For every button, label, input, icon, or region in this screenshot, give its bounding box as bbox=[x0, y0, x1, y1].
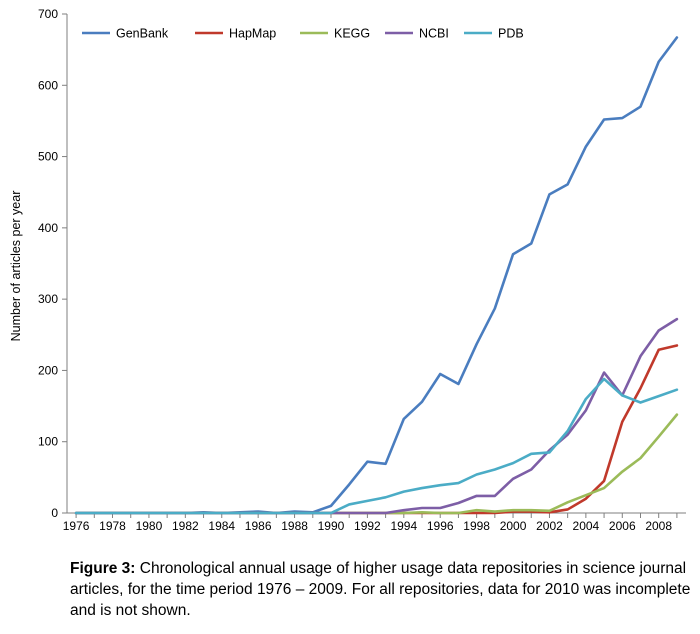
x-tick-label: 1984 bbox=[208, 519, 235, 533]
legend-label-kegg: KEGG bbox=[334, 27, 370, 41]
caption-label: Figure 3: bbox=[70, 560, 136, 577]
x-axis-ticks: 1976 1978 1980 1982 1984 1986 1988 1990 1992 1994… bbox=[63, 513, 678, 533]
y-tick-label: 0 bbox=[51, 506, 58, 520]
caption-text: Chronological annual usage of higher usa… bbox=[70, 560, 691, 619]
x-tick-label: 2000 bbox=[500, 519, 527, 533]
legend-label-ncbi: NCBI bbox=[419, 27, 449, 41]
x-tick-label: 1996 bbox=[427, 519, 454, 533]
x-tick-label: 1988 bbox=[281, 519, 308, 533]
series-line-ncbi bbox=[74, 317, 679, 515]
series-line-pdb bbox=[74, 377, 679, 515]
chart-legend: GenBank HapMap KEGG NCBI PDB bbox=[82, 27, 524, 41]
x-tick-label: 1994 bbox=[390, 519, 417, 533]
x-tick-label: 1982 bbox=[172, 519, 199, 533]
y-tick-label: 400 bbox=[38, 221, 58, 235]
x-tick-label: 1978 bbox=[99, 519, 126, 533]
x-tick-label: 2008 bbox=[645, 519, 672, 533]
series-line-genbank bbox=[74, 36, 679, 515]
y-tick-label: 600 bbox=[38, 78, 58, 92]
series-line-hapmap bbox=[74, 344, 679, 515]
chart-axes bbox=[66, 14, 686, 514]
y-tick-label: 100 bbox=[38, 435, 58, 449]
x-tick-label: 1990 bbox=[318, 519, 345, 533]
y-tick-label: 300 bbox=[38, 292, 58, 306]
legend-label-hapmap: HapMap bbox=[229, 27, 276, 41]
x-tick-label: 2006 bbox=[609, 519, 636, 533]
series-lines bbox=[74, 36, 679, 515]
y-tick-label: 700 bbox=[38, 7, 58, 21]
x-tick-label: 1976 bbox=[63, 519, 90, 533]
y-axis-label: Number of articles per year bbox=[9, 191, 23, 342]
x-tick-label: 1986 bbox=[245, 519, 272, 533]
x-tick-label: 2002 bbox=[536, 519, 563, 533]
x-tick-label: 1980 bbox=[136, 519, 163, 533]
x-tick-label: 1992 bbox=[354, 519, 381, 533]
y-tick-label: 200 bbox=[38, 363, 58, 377]
x-tick-label: 1998 bbox=[463, 519, 490, 533]
figure-caption: Figure 3: Chronological annual usage of … bbox=[70, 558, 692, 621]
y-axis-ticks: 0 100 200 300 400 500 600 700 bbox=[38, 7, 67, 520]
x-tick-label: 2004 bbox=[573, 519, 600, 533]
y-tick-label: 500 bbox=[38, 150, 58, 164]
legend-label-pdb: PDB bbox=[498, 27, 524, 41]
legend-label-genbank: GenBank bbox=[116, 27, 169, 41]
